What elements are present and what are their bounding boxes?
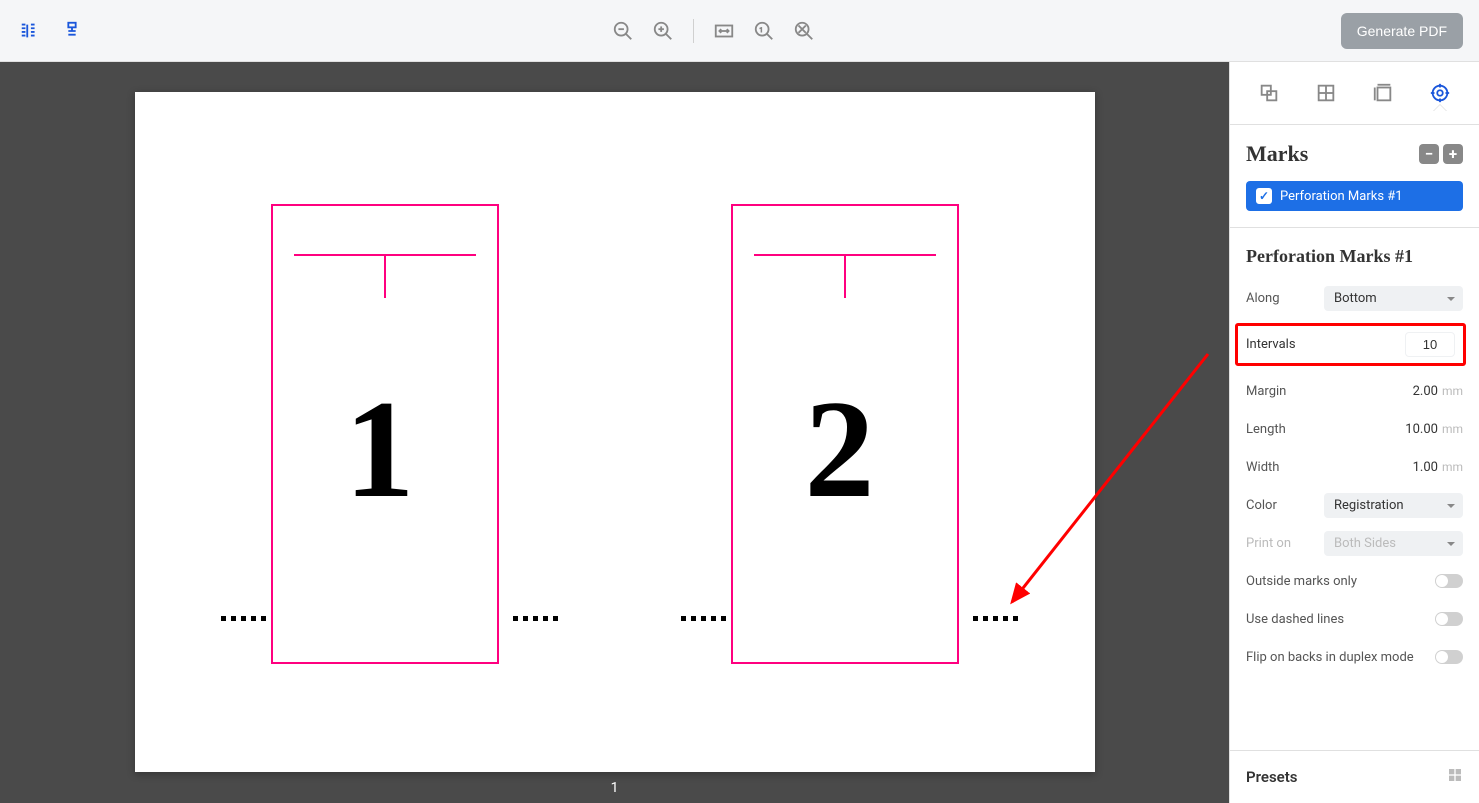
layout-flow-icon[interactable] [58,17,86,45]
printon-select: Both Sides [1324,531,1463,556]
outside-label: Outside marks only [1246,574,1357,589]
perforation-marks [681,616,726,621]
flip-row: Flip on backs in duplex mode [1246,644,1463,670]
length-row: Length 10.00 mm [1246,416,1463,442]
svg-text:1: 1 [759,25,763,33]
marks-section-head: Marks − + [1246,141,1463,167]
page-slot-number: 1 [345,369,415,530]
generate-pdf-button[interactable]: Generate PDF [1341,13,1463,49]
active-tab-caret [1433,105,1447,112]
outside-row: Outside marks only [1246,568,1463,594]
zoom-fit-icon[interactable] [790,17,818,45]
t-mark-vertical [844,254,846,298]
width-label: Width [1246,460,1279,475]
presets-grid-icon[interactable] [1447,767,1463,787]
perforation-marks [221,616,266,621]
presets-title: Presets [1246,768,1298,786]
length-label: Length [1246,422,1286,437]
presets-section: Presets [1230,750,1479,803]
along-label: Along [1246,291,1280,306]
main: 12 1 [0,62,1479,803]
toolbar-separator [693,19,694,43]
inspector-sidebar: Marks − + ✓ Perforation Marks #1 Perfora… [1229,62,1479,803]
along-select[interactable]: Bottom [1324,286,1463,311]
sidebar-tabs [1230,62,1479,124]
marks-title: Marks [1246,141,1308,167]
marks-section: Marks − + ✓ Perforation Marks #1 [1230,124,1479,227]
perforation-marks [513,616,558,621]
t-mark-vertical [384,254,386,298]
justify-columns-icon[interactable] [16,17,44,45]
page-number-label: 1 [611,780,619,796]
color-label: Color [1246,498,1277,513]
outside-toggle[interactable] [1435,574,1463,588]
remove-mark-button[interactable]: − [1419,144,1439,164]
dashed-toggle[interactable] [1435,612,1463,626]
sizing-tab-icon[interactable] [1365,75,1401,111]
zoom-out-icon[interactable] [609,17,637,45]
grid-tab-icon[interactable] [1308,75,1344,111]
toolbar-right-group: Generate PDF [1341,13,1463,49]
intervals-label: Intervals [1246,337,1296,352]
mark-list-item[interactable]: ✓ Perforation Marks #1 [1246,181,1463,211]
fit-width-icon[interactable] [710,17,738,45]
zoom-in-icon[interactable] [649,17,677,45]
mark-item-label: Perforation Marks #1 [1280,189,1403,204]
perforation-marks [973,616,1018,621]
margin-label: Margin [1246,384,1286,399]
margin-row: Margin 2.00 mm [1246,378,1463,404]
add-mark-button[interactable]: + [1443,144,1463,164]
dashed-label: Use dashed lines [1246,612,1344,627]
dashed-row: Use dashed lines [1246,606,1463,632]
flip-label: Flip on backs in duplex mode [1246,650,1414,665]
intervals-input[interactable] [1405,332,1455,357]
toolbar: 1 Generate PDF [0,0,1479,62]
intervals-highlight: Intervals [1235,323,1466,366]
color-row: Color Registration [1246,492,1463,518]
props-title: Perforation Marks #1 [1246,246,1463,267]
sheet-preview: 12 [135,92,1095,772]
layers-tab-icon[interactable] [1251,75,1287,111]
margin-value: 2.00 mm [1413,384,1463,399]
zoom-actual-icon[interactable]: 1 [750,17,778,45]
page-slot-number: 2 [805,369,875,530]
printon-row: Print on Both Sides [1246,530,1463,556]
width-value: 1.00 mm [1413,460,1463,475]
mark-checkbox[interactable]: ✓ [1256,188,1272,204]
canvas-area: 12 1 [0,62,1229,803]
toolbar-left-group [16,17,86,45]
width-row: Width 1.00 mm [1246,454,1463,480]
marks-head-buttons: − + [1419,144,1463,164]
mark-properties: Perforation Marks #1 Along Bottom Interv… [1230,227,1479,750]
printon-label: Print on [1246,536,1291,551]
toolbar-center-group: 1 [86,17,1341,45]
length-value: 10.00 mm [1405,422,1463,437]
along-row: Along Bottom [1246,285,1463,311]
flip-toggle[interactable] [1435,650,1463,664]
color-select[interactable]: Registration [1324,493,1463,518]
app-root: 1 Generate PDF 12 1 [0,0,1479,803]
marks-tab-icon[interactable] [1422,75,1458,111]
